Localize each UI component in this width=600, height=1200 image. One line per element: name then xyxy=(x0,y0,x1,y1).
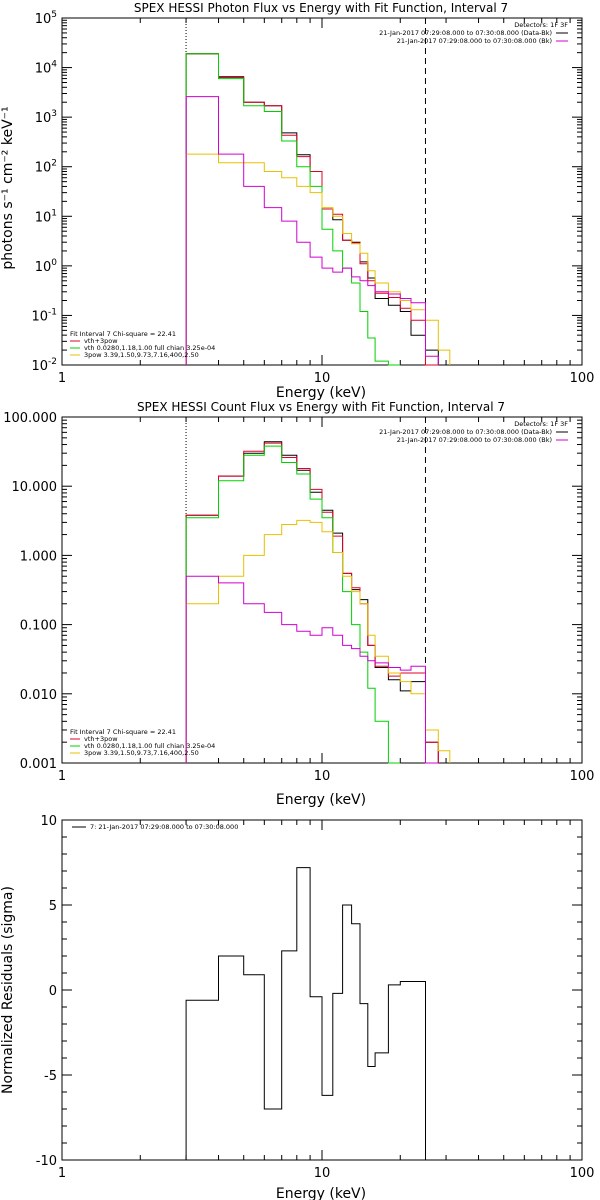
y-tick-label: 0.010 xyxy=(20,688,57,703)
photon-x-axis-title: Energy (keV) xyxy=(276,385,366,401)
legend-entry: 21-Jan-2017 07:29:08.000 to 07:30:08.000… xyxy=(397,436,552,444)
legend-entry: Detectors: 1F 3F xyxy=(514,21,568,29)
y-tick-label: 10-2 xyxy=(31,357,57,374)
residuals-x-axis-title: Energy (keV) xyxy=(276,1186,366,1200)
x-tick-label: 100 xyxy=(570,371,595,386)
legend-entry: Fit Interval 7 Chi-square = 22.41 xyxy=(70,330,176,338)
y-tick-label: 10 xyxy=(40,814,57,829)
y-tick-label: 103 xyxy=(35,109,57,126)
legend-entry: 3pow 3.39,1.50,9.73,7.16,400,2.50 xyxy=(84,351,199,359)
y-tick-label: 5 xyxy=(49,899,57,914)
y-tick-label: 0.100 xyxy=(20,619,57,634)
series-total-line xyxy=(185,867,426,1160)
legend-entry: vth 0.0280,1.18,1.00 full chian 3.25e-04 xyxy=(84,742,215,750)
y-tick-label: 100.000 xyxy=(3,411,57,426)
legend-entry: 7: 21-Jan-2017 07:29:08.000 to 07:30:08.… xyxy=(90,823,238,831)
x-tick-label: 1 xyxy=(58,371,66,386)
series-thermal-line xyxy=(185,445,401,764)
y-tick-label: 0 xyxy=(49,984,57,999)
legend-entry: vth+3pow xyxy=(84,337,118,345)
series-model-line xyxy=(185,442,439,763)
count-chart-title: SPEX HESSI Count Flux vs Energy with Fit… xyxy=(137,400,505,414)
count-plot-area: 1 10 100 0.001 0.010 0.100 1.000 10.000 100.000 D… xyxy=(3,411,594,784)
series-model-line xyxy=(185,53,439,366)
y-tick-label: 0.001 xyxy=(20,757,57,772)
series-powerlaw-line xyxy=(185,153,451,365)
y-tick-label: 10.000 xyxy=(12,480,58,495)
plot-frame xyxy=(61,416,583,764)
residuals-plot-area: 1 10 100 -10 -5 0 5 10 7: 21-Jan-2017 07:29:08.0… xyxy=(36,814,595,1181)
x-tick-label: 100 xyxy=(570,1166,595,1181)
legend-entry: 21-Jan-2017 07:29:08.000 to 07:30:08.000… xyxy=(379,428,552,436)
y-tick-label: 1.000 xyxy=(20,549,57,564)
x-tick-label: 1 xyxy=(58,1166,66,1181)
x-tick-label: 1 xyxy=(58,769,66,784)
photon-plot-area: 1 10 100 10-2 10-1 100 101 102 103 104 105 Detector… xyxy=(31,10,594,386)
legend-entry: 3pow 3.39,1.50,9.73,7.16,400,2.50 xyxy=(84,749,199,757)
count-flux-panel: SPEX HESSI Count Flux vs Energy with Fit… xyxy=(3,400,594,808)
y-tick-label: 10-1 xyxy=(31,307,57,324)
residuals-panel: 1 10 100 -10 -5 0 5 10 7: 21-Jan-2017 07:29:08.0… xyxy=(0,814,594,1200)
y-tick-label: 102 xyxy=(35,159,57,176)
x-tick-label: 10 xyxy=(314,1166,331,1181)
series-total-line xyxy=(185,53,439,365)
photon-flux-panel: SPEX HESSI Photon Flux vs Energy with Fi… xyxy=(0,1,594,401)
legend-entry: 21-Jan-2017 07:29:08.000 to 07:30:08.000… xyxy=(397,37,552,45)
legend-entry: Fit Interval 7 Chi-square = 22.41 xyxy=(70,728,176,736)
legend-entry: Detectors: 1F 3F xyxy=(514,420,568,428)
x-tick-label: 100 xyxy=(570,769,595,784)
residuals-y-axis-title: Normalized Residuals (sigma) xyxy=(0,886,16,1094)
y-tick-label: 104 xyxy=(35,60,58,77)
series-background-line xyxy=(185,575,439,764)
x-tick-label: 10 xyxy=(314,371,331,386)
y-tick-label: 100 xyxy=(35,258,58,275)
count-x-axis-title: Energy (keV) xyxy=(276,792,366,808)
y-tick-label: 101 xyxy=(35,208,57,225)
photon-chart-title: SPEX HESSI Photon Flux vs Energy with Fi… xyxy=(134,1,508,15)
legend-entry: vth 0.0280,1.18,1.00 full chian 3.25e-04 xyxy=(84,344,215,352)
legend-entry: 21-Jan-2017 07:29:08.000 to 07:30:08.000… xyxy=(379,29,552,37)
legend-entry: vth+3pow xyxy=(84,735,118,743)
plot-frame xyxy=(61,819,583,1161)
series-thermal-line xyxy=(185,53,401,366)
y-tick-label: 105 xyxy=(35,10,57,27)
x-tick-label: 10 xyxy=(314,769,331,784)
photon-y-axis-title: photons s⁻¹ cm⁻² keV⁻¹ xyxy=(0,106,16,269)
y-tick-label: -10 xyxy=(36,1154,57,1169)
y-tick-label: -5 xyxy=(44,1069,57,1084)
series-powerlaw-line xyxy=(185,519,451,763)
series-background-line xyxy=(185,96,439,365)
